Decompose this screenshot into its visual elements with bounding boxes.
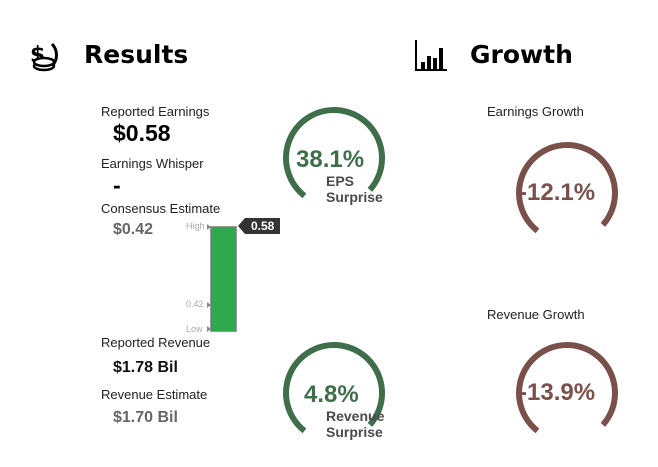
eps-surprise-line1: EPS [326, 173, 355, 189]
eps-surprise-gauge: 38.1% EPS Surprise [282, 106, 386, 210]
range-track [210, 226, 237, 332]
range-marker-arrow [238, 218, 245, 234]
gauge-arc [516, 142, 618, 234]
results-title: Results [84, 40, 189, 69]
gauge-arc-svg [516, 142, 618, 234]
range-marker-label: 0.58 [245, 218, 281, 234]
range-pointer-low [207, 326, 211, 332]
gauge-arc [283, 107, 385, 199]
earnings-whisper-label: Earnings Whisper [101, 156, 204, 171]
bar-chart-icon [414, 38, 448, 72]
revenue-estimate-label: Revenue Estimate [101, 387, 208, 402]
reported-revenue-label: Reported Revenue [101, 335, 211, 350]
gauge-arc [516, 342, 618, 434]
range-high-label: High [186, 221, 205, 231]
revenue-estimate-value: $1.70 Bil [113, 409, 178, 426]
range-mid-label: 0.42 [186, 299, 204, 309]
revenue-surprise-value: 4.8% [304, 381, 359, 408]
range-low-label: Low [186, 324, 203, 334]
growth-title: Growth [470, 40, 573, 69]
revenue-surprise-line2: Surprise [326, 424, 383, 440]
revenue-surprise-line1: Revenue [326, 408, 385, 424]
range-fill [211, 227, 236, 331]
eps-surprise-line2: Surprise [326, 189, 383, 205]
earnings-growth-value: -12.1% [519, 179, 596, 206]
eps-surprise-value: 38.1% [296, 146, 365, 173]
gauge-arc-svg [283, 107, 385, 199]
reported-earnings-value: $0.58 [113, 120, 171, 146]
revenue-surprise-gauge: 4.8% Revenue Surprise [282, 341, 386, 445]
revenue-growth-gauge: -13.9% [515, 341, 619, 445]
consensus-estimate-value: $0.42 [113, 221, 154, 238]
money-coins-icon: $ [30, 40, 62, 72]
earnings-whisper-value: - [113, 172, 121, 198]
earnings-range-bar: High 0.42 Low 0.58 [180, 216, 290, 338]
reported-revenue-value: $1.78 Bil [113, 359, 178, 376]
revenue-growth-value: -13.9% [519, 379, 596, 406]
earnings-growth-label: Earnings Growth [487, 104, 584, 119]
reported-earnings-label: Reported Earnings [101, 104, 210, 119]
consensus-estimate-label: Consensus Estimate [101, 201, 221, 216]
earnings-growth-gauge: -12.1% [515, 141, 619, 245]
revenue-growth-label: Revenue Growth [487, 307, 585, 322]
gauge-arc-svg [283, 342, 385, 434]
range-pointer-high [207, 224, 211, 230]
gauge-arc-svg [516, 342, 618, 434]
range-pointer-mid [207, 302, 211, 308]
gauge-arc [283, 342, 385, 434]
